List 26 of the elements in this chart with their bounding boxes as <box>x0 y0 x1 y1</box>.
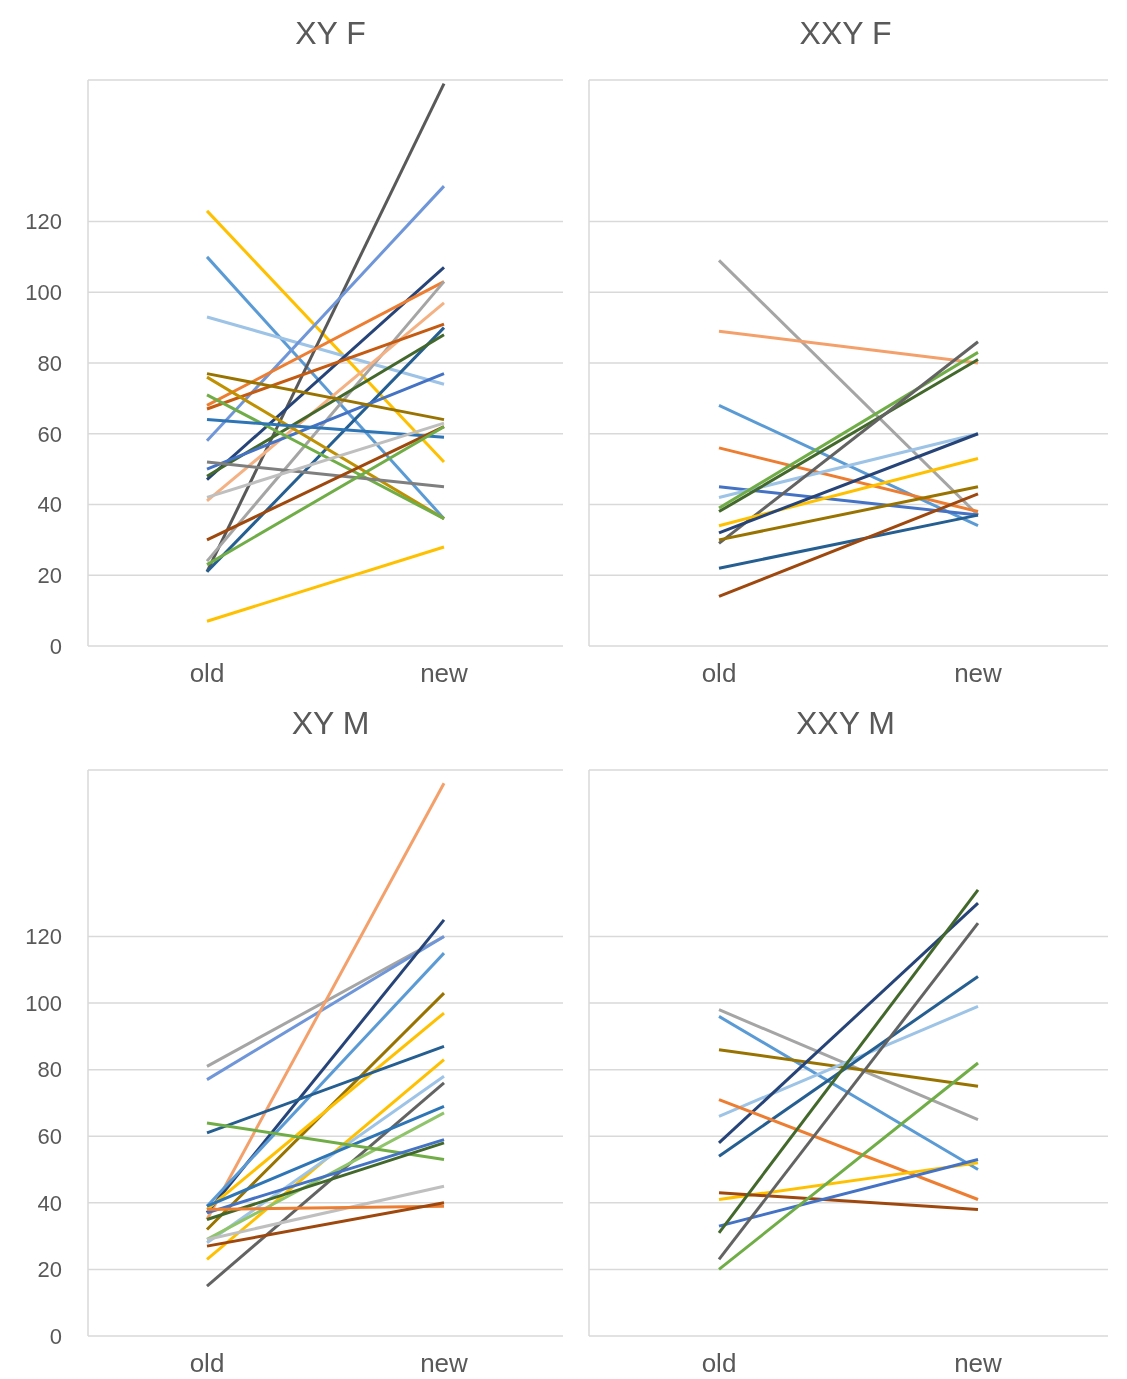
y-tick-label: 120 <box>25 209 62 235</box>
y-tick-label: 80 <box>37 1057 62 1083</box>
y-tick-label: 60 <box>37 1124 62 1150</box>
y-tick-label: 40 <box>37 1190 62 1216</box>
y-tick-label: 0 <box>49 1323 62 1349</box>
x-tick-label: new <box>420 1348 469 1379</box>
y-tick-label: 20 <box>37 1257 62 1283</box>
chart-title: XXY M <box>795 704 896 743</box>
y-tick-label: 100 <box>25 280 62 306</box>
y-tick-label: 80 <box>37 350 62 376</box>
x-tick-label: old <box>701 1348 737 1379</box>
x-tick-label: new <box>954 1348 1003 1379</box>
x-tick-label: new <box>420 658 469 689</box>
y-tick-label: 60 <box>37 421 62 447</box>
chart-title: XXY F <box>798 14 893 53</box>
chart-title: XY M <box>290 704 371 743</box>
chart-title: XY F <box>294 14 367 53</box>
y-tick-label: 100 <box>25 990 62 1016</box>
x-tick-label: old <box>189 658 225 689</box>
x-tick-label: old <box>701 658 737 689</box>
y-tick-label: 0 <box>49 633 62 659</box>
x-tick-label: old <box>189 1348 225 1379</box>
x-tick-label: new <box>954 658 1003 689</box>
y-tick-label: 40 <box>37 492 62 518</box>
y-tick-label: 120 <box>25 924 62 950</box>
y-tick-label: 20 <box>37 563 62 589</box>
